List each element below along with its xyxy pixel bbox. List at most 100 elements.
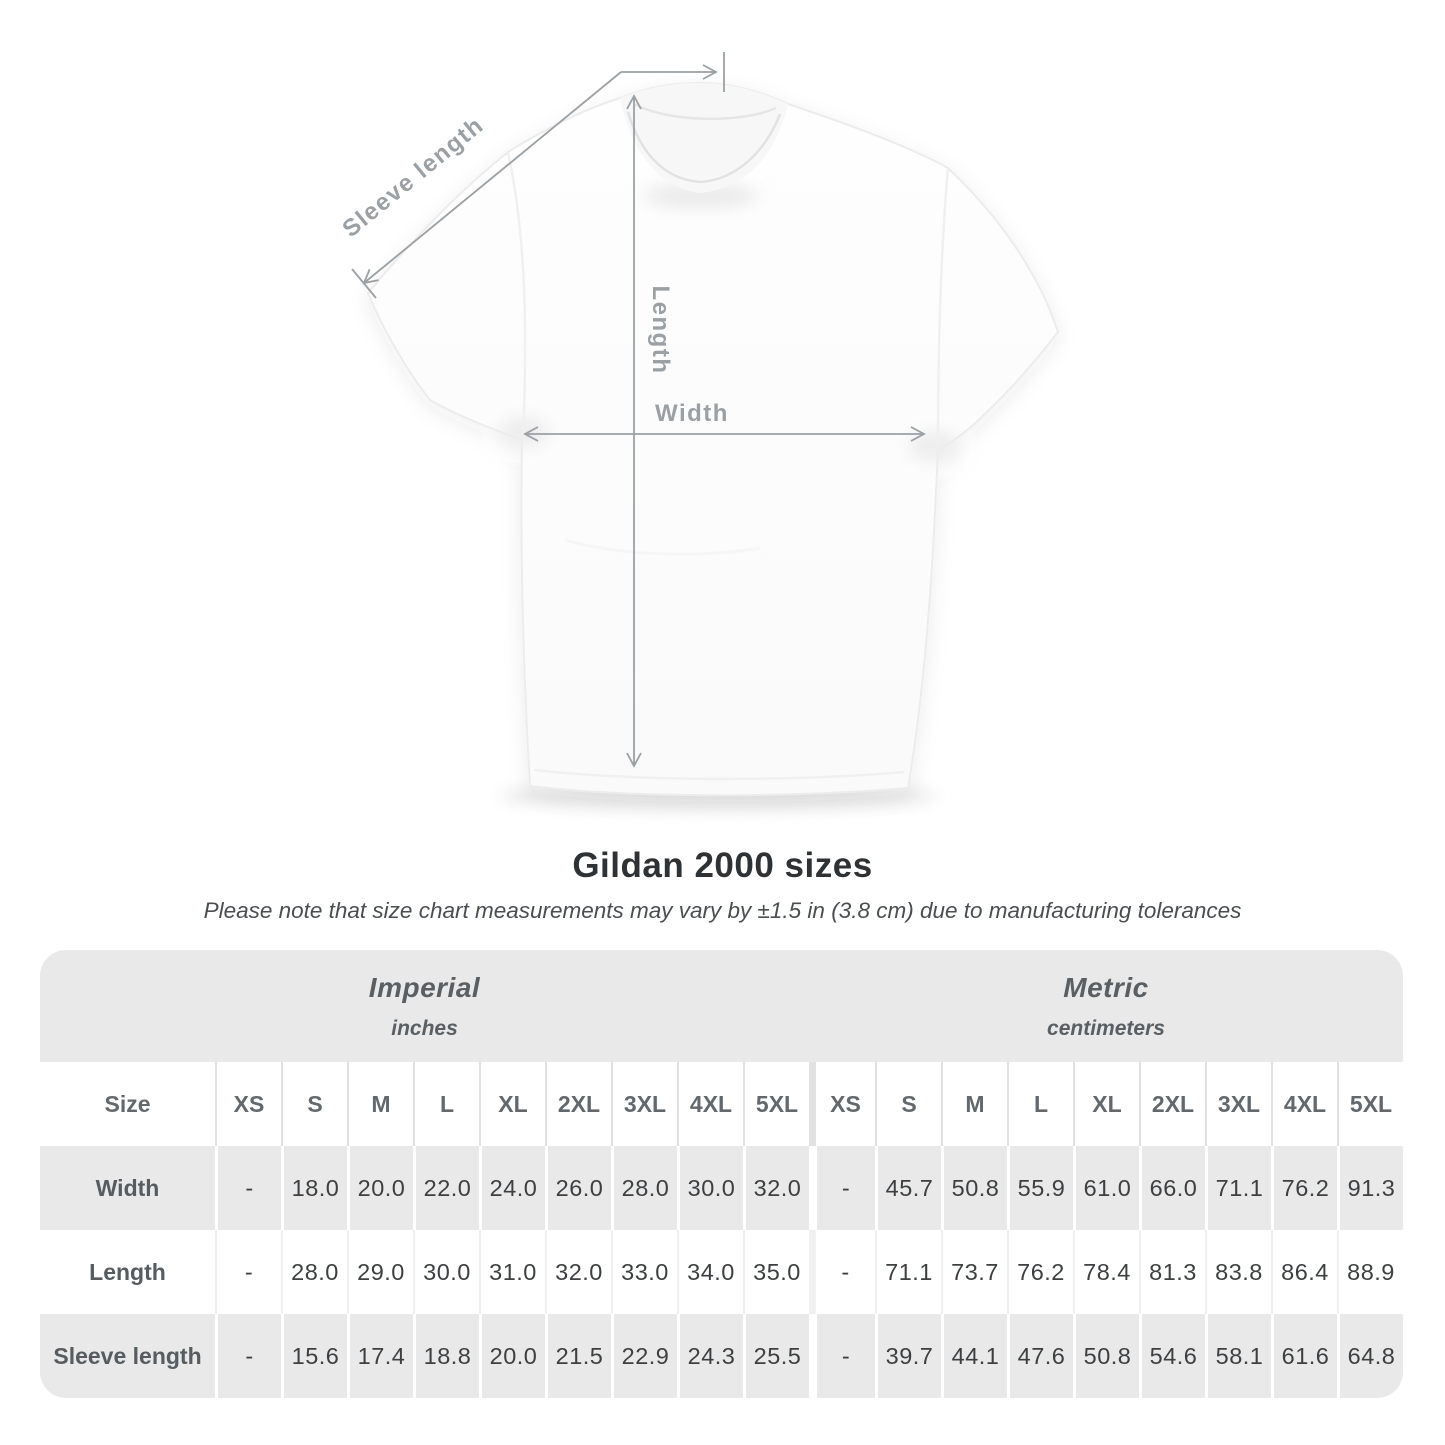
value-cell: - — [809, 1230, 875, 1314]
width-row: Width - 18.0 20.0 22.0 24.0 26.0 28.0 30… — [40, 1146, 1403, 1230]
value-cell: 86.4 — [1271, 1230, 1337, 1314]
size-header-cell: XS — [809, 1062, 875, 1146]
page-title: Gildan 2000 sizes — [572, 846, 873, 885]
body-crease — [564, 538, 761, 556]
tshirt-measurement-figure: Sleeve length Length Width — [337, 52, 1060, 809]
value-cell: 30.0 — [413, 1230, 479, 1314]
value-cell: 34.0 — [677, 1230, 743, 1314]
size-header-cell: 4XL — [1271, 1062, 1337, 1146]
size-header-cell: 5XL — [1337, 1062, 1403, 1146]
value-cell: 50.8 — [941, 1146, 1007, 1230]
size-header-row: Size XS S M L XL 2XL 3XL 4XL 5XL XS S M … — [40, 1062, 1403, 1146]
value-cell: 22.0 — [413, 1146, 479, 1230]
value-cell: 91.3 — [1337, 1146, 1403, 1230]
value-cell: - — [809, 1314, 875, 1398]
value-cell: 76.2 — [1007, 1230, 1073, 1314]
value-cell: 81.3 — [1139, 1230, 1205, 1314]
size-header-cell: S — [875, 1062, 941, 1146]
length-row: Length - 28.0 29.0 30.0 31.0 32.0 33.0 3… — [40, 1230, 1403, 1314]
value-cell: 18.0 — [281, 1146, 347, 1230]
value-cell: 66.0 — [1139, 1146, 1205, 1230]
value-cell: 28.0 — [611, 1146, 677, 1230]
value-cell: 24.3 — [677, 1314, 743, 1398]
value-cell: 61.6 — [1271, 1314, 1337, 1398]
value-cell: - — [809, 1146, 875, 1230]
length-label: Length — [647, 286, 674, 375]
value-cell: 64.8 — [1337, 1314, 1403, 1398]
left-sleeve-seam — [506, 151, 527, 437]
unit-group-row: Imperial inches Metric centimeters — [40, 950, 1403, 1062]
value-cell: 25.5 — [743, 1314, 809, 1398]
size-header-cell: M — [347, 1062, 413, 1146]
imperial-group-header: Imperial inches — [40, 950, 809, 1062]
value-cell: 29.0 — [347, 1230, 413, 1314]
size-header-cell: 5XL — [743, 1062, 809, 1146]
value-cell: - — [215, 1314, 281, 1398]
value-cell: 20.0 — [479, 1314, 545, 1398]
value-cell: 28.0 — [281, 1230, 347, 1314]
value-cell: 76.2 — [1271, 1146, 1337, 1230]
sleeve-length-arrow — [362, 71, 622, 285]
value-cell: 26.0 — [545, 1146, 611, 1230]
value-cell: 31.0 — [479, 1230, 545, 1314]
value-cell: 55.9 — [1007, 1146, 1073, 1230]
value-cell: 50.8 — [1073, 1314, 1139, 1398]
value-cell: 33.0 — [611, 1230, 677, 1314]
value-cell: 17.4 — [347, 1314, 413, 1398]
collar-band-inner-edge — [626, 111, 782, 184]
size-column-header: Size — [40, 1062, 215, 1146]
value-cell: 45.7 — [875, 1146, 941, 1230]
size-chart-table: Imperial inches Metric centimeters Size … — [40, 950, 1403, 1398]
value-cell: - — [215, 1146, 281, 1230]
tolerance-note: Please note that size chart measurements… — [203, 898, 1242, 923]
value-cell: 71.1 — [875, 1230, 941, 1314]
size-header-cell: 2XL — [545, 1062, 611, 1146]
metric-group-label: Metric — [1063, 971, 1149, 1003]
value-cell: 73.7 — [941, 1230, 1007, 1314]
row-label-cell: Length — [40, 1230, 215, 1314]
value-cell: 78.4 — [1073, 1230, 1139, 1314]
value-cell: 35.0 — [743, 1230, 809, 1314]
imperial-group-unit: inches — [391, 1016, 458, 1040]
size-header-cell: XL — [479, 1062, 545, 1146]
size-header-cell: L — [1007, 1062, 1073, 1146]
value-cell: 32.0 — [743, 1146, 809, 1230]
right-underarm-shadow — [908, 431, 960, 461]
value-cell: 61.0 — [1073, 1146, 1139, 1230]
value-cell: 44.1 — [941, 1314, 1007, 1398]
caption-block: Gildan 2000 sizes Please note that size … — [0, 846, 1445, 924]
size-header-cell: 4XL — [677, 1062, 743, 1146]
row-label-cell: Width — [40, 1146, 215, 1230]
back-collar-seam — [633, 102, 777, 121]
sleeve-length-end-tick — [351, 268, 377, 299]
value-cell: 88.9 — [1337, 1230, 1403, 1314]
size-header-cell: 3XL — [1205, 1062, 1271, 1146]
value-cell: 54.6 — [1139, 1314, 1205, 1398]
value-cell: 15.6 — [281, 1314, 347, 1398]
value-cell: 24.0 — [479, 1146, 545, 1230]
value-cell: 20.0 — [347, 1146, 413, 1230]
right-sleeve-seam — [936, 167, 950, 449]
value-cell: 83.8 — [1205, 1230, 1271, 1314]
metric-group-header: Metric centimeters — [809, 950, 1403, 1062]
hem-stitch — [533, 768, 905, 781]
value-cell: - — [215, 1230, 281, 1314]
value-cell: 21.5 — [545, 1314, 611, 1398]
value-cell: 18.8 — [413, 1314, 479, 1398]
value-cell: 32.0 — [545, 1230, 611, 1314]
value-cell: 22.9 — [611, 1314, 677, 1398]
size-header-cell: 2XL — [1139, 1062, 1205, 1146]
value-cell: 39.7 — [875, 1314, 941, 1398]
collar-shadow — [643, 183, 759, 209]
width-label: Width — [655, 400, 729, 427]
neck-opening — [620, 83, 788, 193]
sleeve-length-row: Sleeve length - 15.6 17.4 18.8 20.0 21.5… — [40, 1314, 1403, 1398]
value-cell: 71.1 — [1205, 1146, 1271, 1230]
metric-group-unit: centimeters — [1047, 1016, 1165, 1040]
size-header-cell: S — [281, 1062, 347, 1146]
tshirt-illustration — [366, 81, 1060, 797]
size-header-cell: 3XL — [611, 1062, 677, 1146]
size-header-cell: L — [413, 1062, 479, 1146]
value-cell: 47.6 — [1007, 1314, 1073, 1398]
size-header-cell: XL — [1073, 1062, 1139, 1146]
